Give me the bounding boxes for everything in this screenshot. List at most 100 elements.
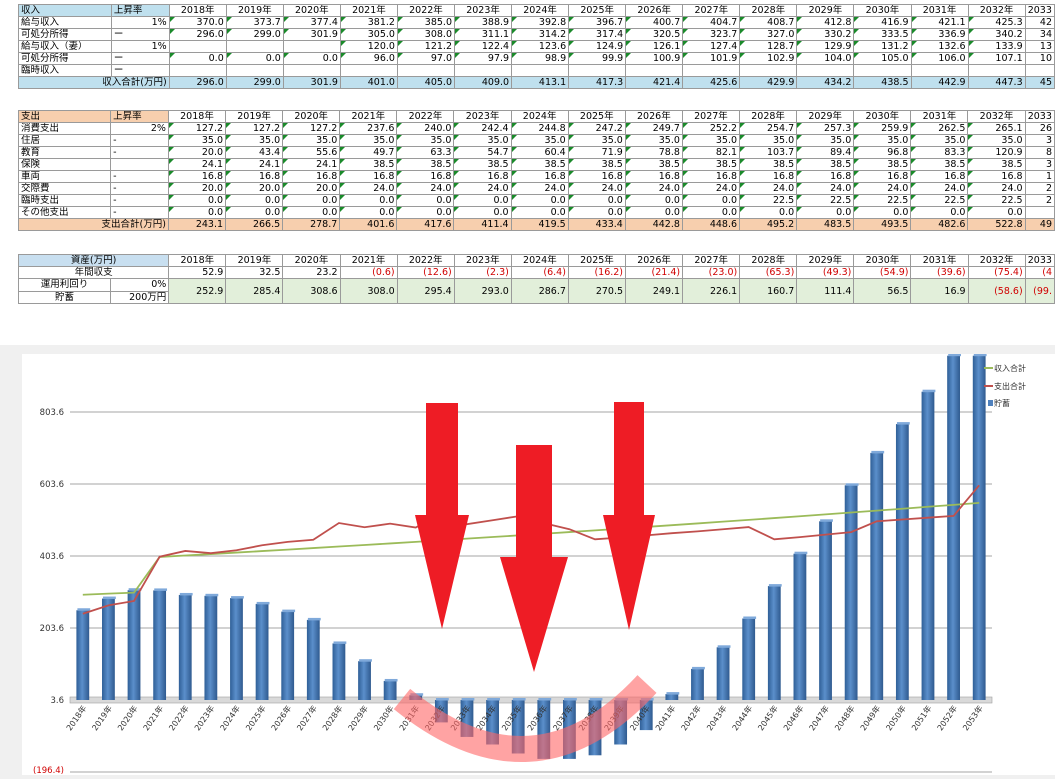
legend-income-label: 収入合計 [994, 363, 1026, 373]
value-cell: 20.0 [167, 146, 227, 159]
value-cell: 388.9 [453, 16, 513, 29]
year-header-row: 支出 上昇率 2018年 2019年 2020年 2021年 2022年 2023年 2024年… [17, 110, 1055, 123]
total-cell: 49 [1024, 218, 1055, 231]
value-cell: 35.0 [396, 134, 455, 147]
row-label: 教育 [17, 146, 112, 159]
rate-cell: - [110, 134, 169, 147]
y-tick-label: 3.6 [50, 696, 64, 706]
value-cell: 24.0 [396, 182, 455, 195]
value-cell: 254.7 [739, 122, 798, 135]
row-label: 交際費 [17, 182, 112, 195]
value-cell: 106.0 [910, 52, 969, 65]
value-cell: 35.0 [282, 134, 341, 147]
total-cell: 401.0 [339, 76, 398, 89]
value-cell: 0.0 [453, 194, 512, 207]
total-cell: 419.5 [510, 218, 569, 231]
year-cell: 2032年 [967, 110, 1026, 123]
value-cell: 38.5 [339, 158, 398, 171]
x-tick-label: 2053年 [960, 703, 984, 732]
annual-cell: (0.6) [339, 266, 398, 279]
value-cell: 42 [1024, 16, 1055, 29]
value-cell: 0.0 [396, 206, 455, 219]
value-cell: 16.8 [739, 170, 798, 183]
annual-cell: (54.9) [853, 266, 912, 279]
value-cell: 131.2 [853, 40, 912, 53]
year-cell: 2033 [1024, 4, 1055, 17]
row-label: 可処分所得 [18, 28, 112, 41]
value-cell: 296.0 [168, 28, 227, 41]
value-cell: 24.0 [967, 182, 1026, 195]
row-label: 臨時収入 [18, 64, 112, 77]
value-cell: 24.0 [739, 182, 798, 195]
value-cell: 0.0 [853, 206, 912, 219]
value-cell: 82.1 [681, 146, 741, 159]
value-cell: 35.0 [967, 134, 1026, 147]
value-cell: 123.6 [511, 40, 570, 53]
savings-cell: 293.0 [453, 278, 512, 304]
year-cell: 2024年 [510, 254, 569, 267]
chart-svg: (196.4) 3.6 203.6 403.6 603.6 803.6 2018年 2019年… [33, 353, 1026, 776]
savings-bar [204, 595, 218, 700]
value-cell: 83.3 [910, 146, 969, 159]
total-cell: 483.5 [796, 218, 855, 231]
value-cell [910, 64, 969, 77]
value-cell: 259.9 [853, 122, 912, 135]
year-cell: 2019年 [225, 254, 284, 267]
savings-bar [972, 355, 986, 700]
savings-chart: (196.4) 3.6 203.6 403.6 603.6 803.6 2018年 2019年… [22, 353, 1055, 776]
table-row: 教育 -20.0 43.4 55.6 49.7 63.3 54.7 60.4 71.9 78.8 8… [17, 146, 1055, 159]
value-cell: 0.0 [282, 52, 341, 65]
bar-top [205, 593, 219, 597]
value-cell: 2 [1024, 194, 1055, 207]
total-cell: 482.6 [910, 218, 969, 231]
value-cell: 0.0 [796, 206, 855, 219]
year-cell: 2028年 [739, 4, 798, 17]
bar-top [77, 608, 91, 611]
value-cell: 24.0 [510, 182, 569, 195]
annual-cell: (75.4) [967, 266, 1026, 279]
x-tick-label: 2030年 [371, 703, 395, 732]
value-cell: 126.1 [625, 40, 684, 53]
value-cell: 35.0 [739, 134, 798, 147]
total-cell: 413.1 [511, 76, 570, 89]
value-cell: 262.5 [910, 122, 969, 135]
value-cell: 311.1 [453, 28, 513, 41]
annual-cell: 23.2 [282, 266, 341, 279]
year-cell: 2030年 [853, 4, 912, 17]
table-row: 消費支出 2% 127.2 127.2 127.2 237.6 240.0 242.4 244.… [17, 122, 1055, 135]
table-row: 給与収入（妻） 1% 120.0 121.2 122.4 123.6 124.9 126.1 1… [18, 40, 1055, 53]
value-cell: 242.4 [453, 122, 512, 135]
total-cell: 417.6 [396, 218, 455, 231]
asset-header: 資産(万円) [17, 254, 170, 267]
value-cell: 0.0 [681, 206, 741, 219]
rate-value: 0% [110, 278, 170, 292]
savings-cell: 16.9 [910, 278, 969, 304]
year-cell: 2026年 [624, 110, 683, 123]
value-cell: 16.8 [681, 170, 741, 183]
value-cell: 16.8 [910, 170, 969, 183]
row-label: 住居 [17, 134, 112, 147]
value-cell: 377.4 [282, 16, 341, 29]
value-cell: 105.0 [853, 52, 912, 65]
year-cell: 2028年 [739, 110, 798, 123]
table-row: その他支出 -0.0 0.0 0.0 0.0 0.0 0.0 0.0 0.0 0.0 0.0 0.0 0… [17, 206, 1055, 219]
x-tick-label: 2042年 [679, 703, 703, 732]
x-tick-label: 2041年 [653, 703, 677, 732]
value-cell: 8 [1024, 146, 1055, 159]
savings-bar [716, 647, 730, 700]
value-cell: 0.0 [167, 194, 227, 207]
value-cell [168, 40, 227, 53]
year-cell: 2021年 [339, 4, 398, 17]
value-cell: 24.0 [681, 182, 741, 195]
total-cell: 301.9 [282, 76, 341, 89]
bar-top [666, 692, 680, 695]
year-cell: 2027年 [682, 254, 741, 267]
x-tick-label: 2052年 [935, 703, 959, 732]
savings-cell: 308.0 [339, 278, 398, 304]
total-cell: 243.1 [167, 218, 227, 231]
annual-cell: (16.2) [567, 266, 627, 279]
total-cell: 411.4 [453, 218, 512, 231]
value-cell: 425.3 [967, 16, 1026, 29]
down-arrow-right [603, 402, 655, 630]
x-tick-label: 2049年 [858, 703, 882, 732]
